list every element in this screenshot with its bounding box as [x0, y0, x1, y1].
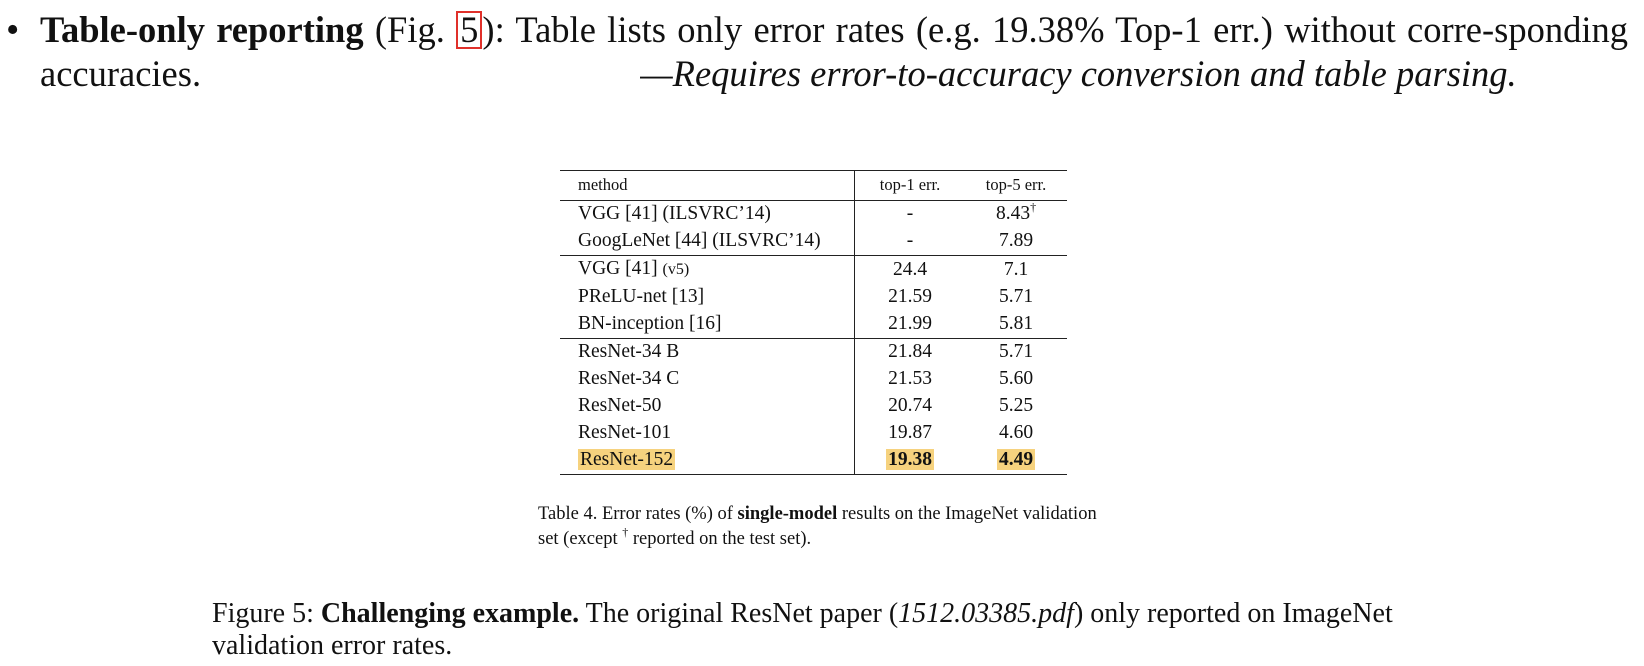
table-header-row: method top-1 err. top-5 err. [560, 170, 1067, 201]
bullet-symbol: • [6, 9, 20, 51]
fig-ref-close: ): [482, 9, 505, 50]
row-top5: 8.43† [995, 200, 1037, 224]
dagger-mark: † [622, 525, 629, 539]
table-row-highlighted: ResNet-152 19.38 4.49 [560, 447, 1067, 475]
row-method: BN-inception [16] [578, 313, 722, 334]
table-row: ResNet-50 20.74 5.25 [560, 393, 1067, 420]
row-top5: 4.60 [998, 422, 1034, 443]
row-method: VGG [41] (v5) [578, 258, 690, 279]
highlight-method: ResNet-152 [578, 449, 676, 470]
row-method: GoogLeNet [44] (ILSVRC’14) [578, 230, 821, 251]
row-method-suffix: (v5) [662, 261, 690, 278]
row-top5: 5.81 [998, 313, 1034, 334]
row-top1: 24.4 [854, 255, 965, 284]
table-row: GoogLeNet [44] (ILSVRC’14) - 7.89 [560, 228, 1067, 256]
row-top5: 5.71 [998, 286, 1034, 307]
row-method: ResNet-34 B [578, 341, 680, 362]
row-top1: 19.87 [854, 420, 965, 447]
row-method: ResNet-34 C [578, 368, 680, 389]
row-method: VGG [41] (ILSVRC’14) [578, 203, 771, 224]
bullet-note: —Requires error-to-accuracy conversion a… [640, 53, 1517, 94]
results-table: method top-1 err. top-5 err. VGG [41] (I… [560, 170, 1067, 475]
header-top1: top-1 err. [854, 170, 965, 201]
row-top1: 21.59 [854, 284, 965, 311]
row-top5: 5.71 [998, 341, 1034, 362]
row-top5: 5.25 [998, 395, 1034, 416]
bullet-text: Table-only reporting (Fig. 5): Table lis… [40, 8, 1628, 96]
row-top1: - [854, 200, 965, 228]
bullet-paragraph: • Table-only reporting (Fig. 5): Table l… [0, 8, 1644, 96]
row-top1: 21.84 [854, 338, 965, 366]
table-row: ResNet-34 B 21.84 5.71 [560, 338, 1067, 366]
bullet-heading: Table-only reporting [40, 9, 364, 50]
row-top5: 4.49 [965, 447, 1067, 475]
row-top5: 5.60 [998, 368, 1034, 389]
row-method: ResNet-152 [560, 447, 855, 475]
bullet-body: Table lists only error rates (e.g. 19.38… [40, 9, 1628, 94]
header-top5: top-5 err. [985, 175, 1047, 194]
fig-ref-open: (Fig. [363, 9, 457, 50]
row-method: ResNet-101 [578, 422, 672, 443]
row-top1: 21.53 [854, 366, 965, 393]
figure-reference-link[interactable]: 5 [456, 11, 483, 49]
figure-label: Figure 5: [212, 598, 321, 629]
table-row: BN-inception [16] 21.99 5.81 [560, 311, 1067, 339]
header-method: method [578, 175, 628, 194]
highlight-top5: 4.49 [996, 449, 1036, 470]
table-caption: Table 4. Error rates (%) of single-model… [538, 504, 1097, 549]
table-row: ResNet-34 C 21.53 5.60 [560, 366, 1067, 393]
row-method: ResNet-50 [578, 395, 662, 416]
table-row: VGG [41] (v5) 24.4 7.1 [560, 255, 1067, 284]
figure-caption: Figure 5: Challenging example. The origi… [212, 598, 1393, 661]
table-row: VGG [41] (ILSVRC’14) - 8.43† [560, 200, 1067, 228]
highlight-top1: 19.38 [886, 449, 934, 470]
table-row: ResNet-101 19.87 4.60 [560, 420, 1067, 447]
row-top1: 19.38 [854, 447, 965, 475]
row-top1: 20.74 [854, 393, 965, 420]
row-top1: - [854, 228, 965, 256]
dagger-mark: † [1030, 200, 1037, 214]
row-method: PReLU-net [13] [578, 286, 705, 307]
table-row: PReLU-net [13] 21.59 5.71 [560, 284, 1067, 311]
row-top1: 21.99 [854, 311, 965, 339]
table-caption-bold: single-model [737, 504, 838, 524]
row-top5: 7.89 [998, 230, 1034, 251]
figure-caption-bold: Challenging example. [320, 598, 580, 629]
row-top5: 7.1 [1003, 258, 1029, 280]
paper-filename: 1512.03385.pdf [898, 598, 1074, 629]
